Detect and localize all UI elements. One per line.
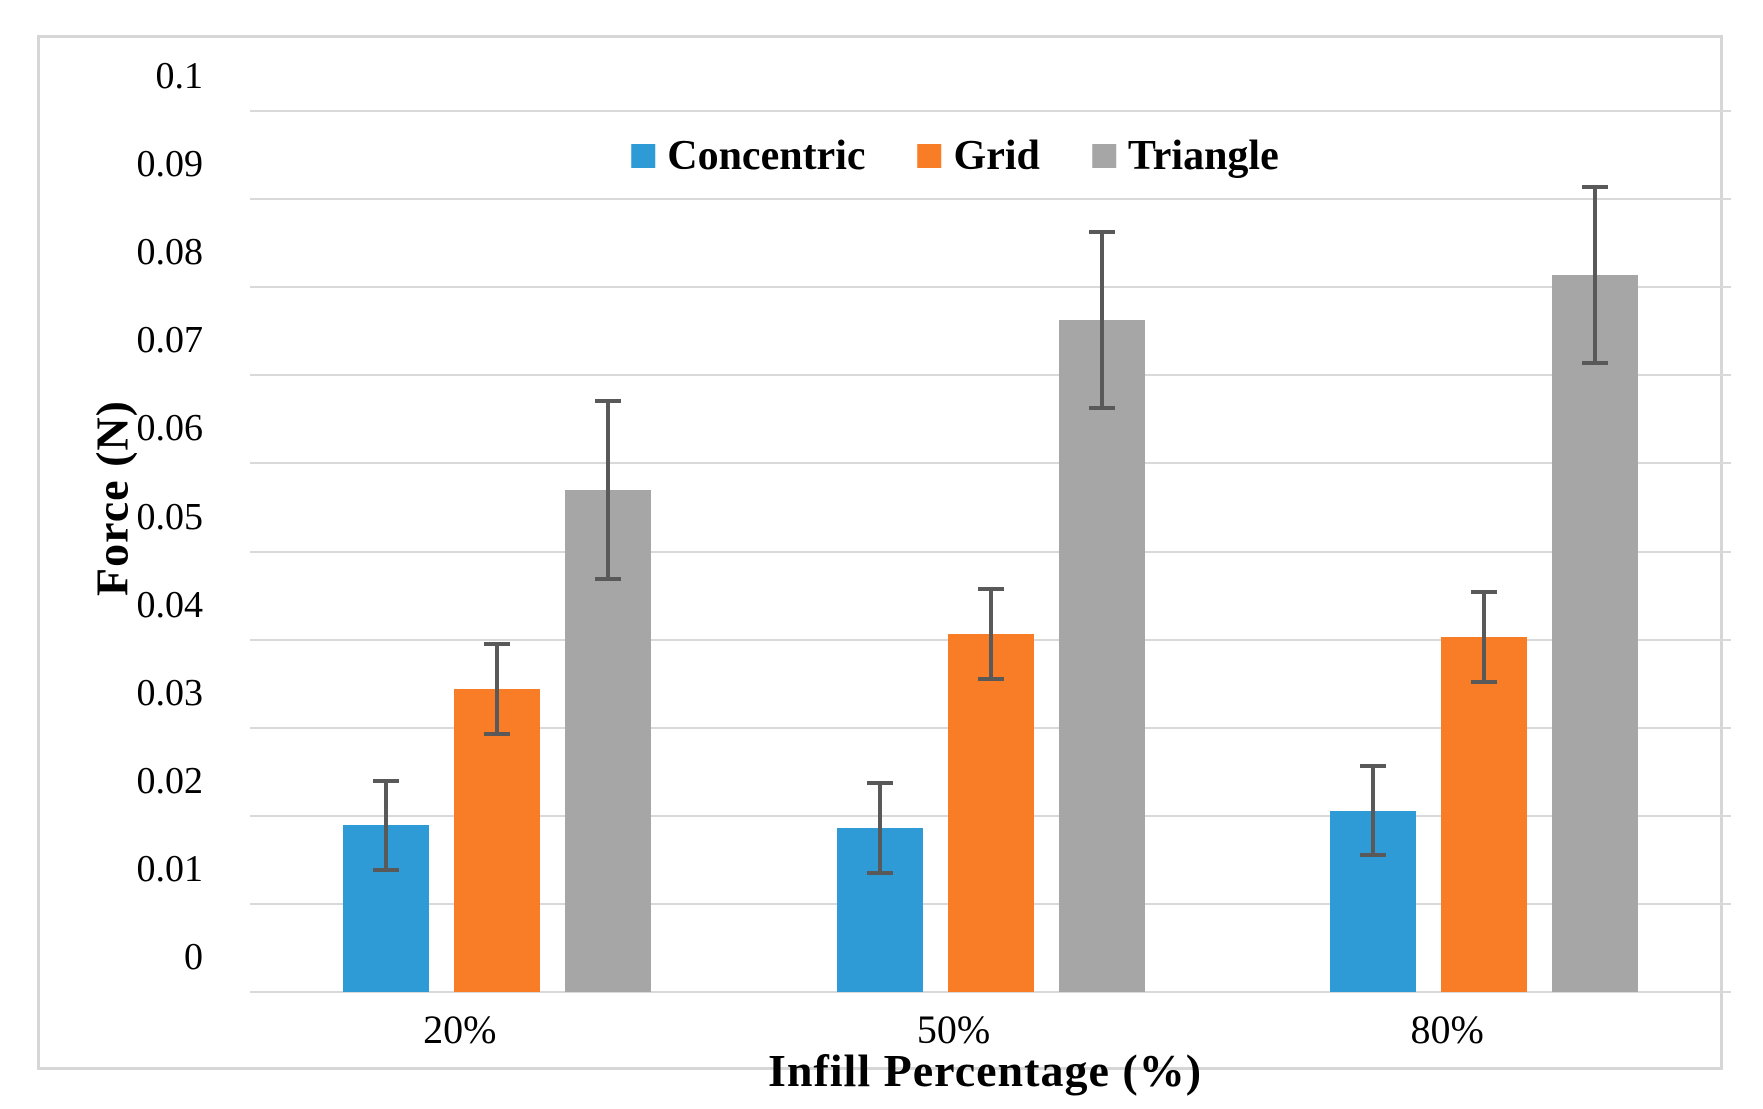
gridline	[250, 462, 1731, 465]
legend-label: Grid	[953, 133, 1040, 179]
y-tick-label: 0.1	[155, 55, 204, 97]
error-bar-cap-bottom	[866, 871, 893, 876]
legend-swatch-icon	[631, 144, 656, 168]
category-label-20%: 20%	[423, 1007, 497, 1052]
error-bar-cap-top	[594, 398, 621, 403]
y-tick-label: 0.02	[136, 759, 204, 802]
gridline	[250, 110, 1731, 112]
error-bar-cap-bottom	[372, 868, 399, 873]
legend-item-triangle: Triangle	[1091, 132, 1279, 180]
gridline	[250, 286, 1731, 289]
legend-label: Concentric	[667, 133, 866, 179]
y-tick-label: 0.03	[136, 671, 204, 714]
error-bar-cap-bottom	[1088, 405, 1115, 410]
y-tick-label: 0.01	[136, 847, 204, 890]
error-bar-line	[988, 589, 993, 680]
bar-triangle-50%	[1058, 319, 1145, 992]
error-bar-cap-bottom	[594, 576, 621, 581]
bar-grid-50%	[947, 634, 1034, 992]
error-bar-cap-bottom	[483, 731, 510, 736]
error-bar-cap-top	[1088, 229, 1115, 234]
legend-swatch-icon	[1091, 144, 1116, 168]
y-tick-label: 0.08	[136, 231, 204, 274]
y-tick-label: 0.09	[136, 143, 204, 186]
bar-grid-80%	[1441, 636, 1528, 992]
error-bar-line	[1593, 186, 1598, 363]
gridline	[250, 550, 1731, 553]
chart-frame: Force (N) 0 0.01 0.02 0.03 0.04 0.05 0.06 0.07 0…	[37, 35, 1731, 1096]
error-bar-cap-top	[866, 781, 893, 786]
error-bar-cap-bottom	[1582, 360, 1609, 365]
error-bar-cap-top	[1471, 590, 1498, 595]
error-bar-cap-top	[483, 642, 510, 646]
gridline	[250, 198, 1731, 201]
error-bar-cap-bottom	[977, 677, 1004, 682]
category-label-80%: 80%	[1410, 1007, 1484, 1052]
legend-item-grid: Grid	[917, 132, 1040, 180]
error-bar-cap-top	[1582, 184, 1609, 189]
category-label-50%: 50%	[916, 1007, 991, 1052]
error-bar-line	[494, 644, 499, 734]
error-bar-line	[1371, 766, 1376, 855]
gridline	[250, 991, 1731, 993]
y-tick-label: 0.06	[136, 407, 204, 450]
error-bar-cap-top	[1360, 764, 1387, 769]
legend-swatch-icon	[917, 144, 942, 168]
legend: Concentric Grid Triangle	[631, 132, 1279, 180]
legend-item-concentric: Concentric	[631, 132, 866, 180]
error-bar-cap-bottom	[1471, 679, 1498, 684]
error-bar-line	[605, 400, 610, 579]
bar-triangle-80%	[1552, 274, 1639, 992]
bar-grid-20%	[453, 688, 540, 992]
error-bar-line	[383, 780, 388, 871]
error-bar-line	[877, 783, 882, 874]
error-bar-line	[1482, 592, 1487, 682]
legend-label: Triangle	[1127, 133, 1279, 179]
error-bar-cap-top	[977, 587, 1004, 592]
error-bar-cap-bottom	[1360, 852, 1387, 857]
error-bar-cap-top	[372, 778, 399, 783]
error-bar-line	[1099, 231, 1104, 408]
y-tick-label: 0	[184, 936, 203, 978]
y-tick-label: 0.07	[136, 319, 204, 362]
plot-area	[250, 110, 1731, 993]
y-tick-label: 0.04	[136, 583, 204, 626]
gridline	[250, 374, 1731, 377]
y-tick-label: 0.05	[136, 495, 204, 538]
x-axis-title: Infill Percentage (%)	[767, 1045, 1203, 1096]
